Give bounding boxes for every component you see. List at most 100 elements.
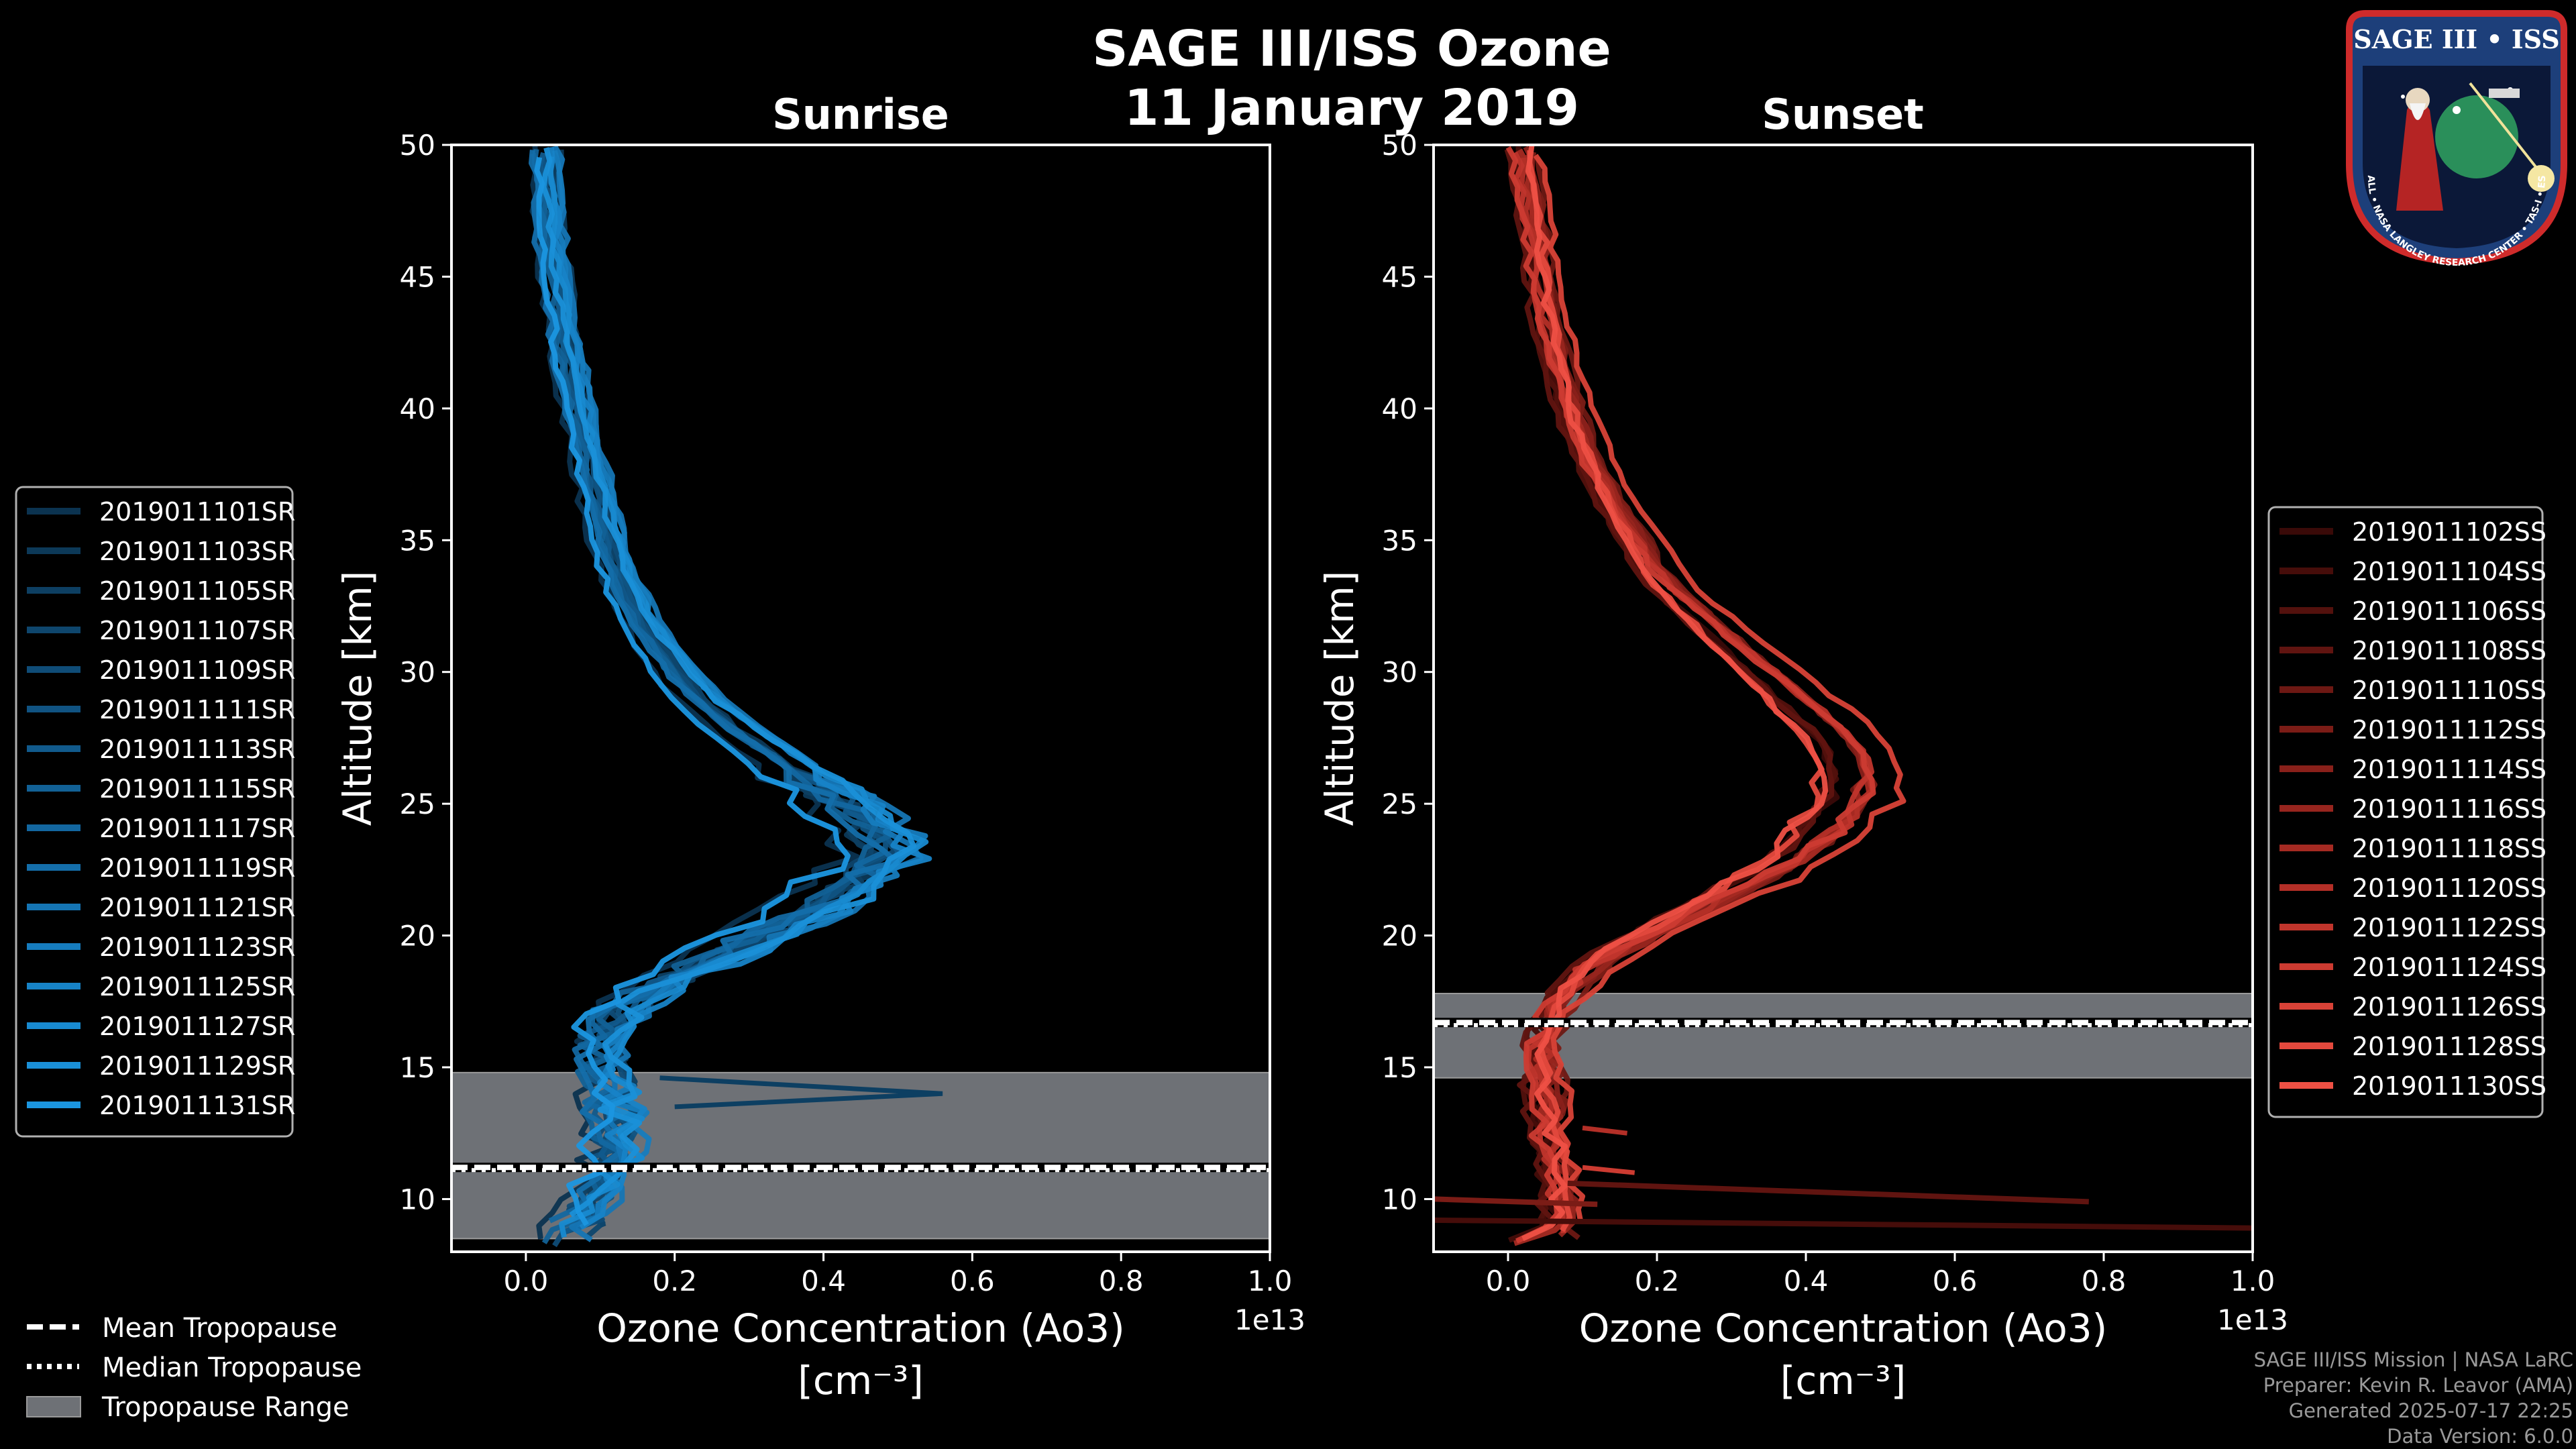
legend-label: 2019011110SS (2352, 676, 2546, 705)
legend-median-label: Median Tropopause (102, 1352, 362, 1383)
panels: Sunrise 10 15 20 25 30 35 40 45 50 0.0 0.2 0.4 0.6 0.8… (335, 90, 2288, 1403)
y-tick-label: 35 (400, 524, 435, 557)
legend-label: 2019011128SS (2352, 1032, 2546, 1061)
y-tick-label: 15 (400, 1051, 435, 1084)
series-spike-2019011112SS (1434, 1196, 1598, 1208)
legend-label: 2019011125SR (99, 972, 295, 1002)
legend-label: 2019011117SR (99, 814, 295, 843)
y-tick-label: 30 (1382, 656, 1417, 689)
legend-label: 2019011122SS (2352, 913, 2546, 943)
x-tick-label: 0.8 (2082, 1265, 2127, 1297)
legend-range-label: Tropopause Range (101, 1392, 350, 1423)
tropopause-legend: Mean Tropopause Median Tropopause Tropop… (26, 1313, 362, 1423)
legend-label: 2019011127SR (99, 1012, 295, 1041)
y-tick-label: 35 (1382, 524, 1417, 557)
logo-figure-icon (2396, 99, 2443, 211)
legend-label: 2019011130SS (2352, 1071, 2546, 1101)
legend-label: 2019011114SS (2352, 755, 2546, 784)
series-line-2019011124SS (1505, 146, 1876, 1244)
legend-box (15, 486, 294, 1138)
y-tick-label: 10 (400, 1183, 435, 1216)
legend-label: 2019011105SR (99, 576, 295, 606)
legend-label: 2019011115SR (99, 774, 295, 804)
legend-label: 2019011113SR (99, 735, 295, 764)
series-legends: 2019011101SR 2019011103SR 2019011105SR 2019… (15, 486, 2546, 1138)
panel-sunset: Sunset 10 15 20 25 30 35 40 45 50 0.0 0.2 0.4 0.6 0.8 1… (1317, 90, 2288, 1403)
series-spike-2019011104SS (1434, 1217, 2253, 1231)
y-tick-label: 40 (400, 392, 435, 425)
legend-label: 2019011120SS (2352, 873, 2546, 903)
legend-label: 2019011111SR (99, 695, 295, 724)
legend-label: 2019011116SS (2352, 794, 2546, 824)
y-tick-label: 15 (1382, 1051, 1417, 1084)
y-tick-label: 10 (1382, 1183, 1417, 1216)
y-tick-label: 20 (400, 920, 435, 953)
legend-label: 2019011121SR (99, 893, 295, 922)
legend-label: 2019011101SR (99, 497, 295, 527)
legend-label: 2019011129SR (99, 1051, 295, 1081)
series-spike-2019011105SR (659, 1075, 943, 1110)
y-tick-label: 45 (1382, 260, 1417, 293)
y-tick-label: 25 (1382, 788, 1417, 820)
x-axis-label: Ozone Concentration (Ao3) (596, 1305, 1125, 1351)
legend-label: 2019011126SS (2352, 992, 2546, 1022)
series-spike-2019011124SS (1582, 1165, 1635, 1175)
credits-mission: SAGE III/ISS Mission | NASA LaRC (2253, 1348, 2573, 1371)
chart-subtitle: 11 January 2019 (1124, 79, 1579, 137)
legend-label: 2019011118SS (2352, 834, 2546, 863)
y-axis-label: Altitude [km] (1317, 571, 1362, 826)
x-axis-unit: [cm⁻³] (798, 1358, 924, 1403)
legend-label: 2019011106SS (2352, 596, 2546, 626)
series-line-2019011131SR (534, 156, 851, 1226)
x-tick-label: 0.0 (504, 1265, 549, 1297)
credits-version: Data Version: 6.0.0 (2387, 1425, 2573, 1448)
legend-range-swatch (26, 1396, 81, 1417)
series-legend-sunrise: 2019011101SR 2019011103SR 2019011105SR 2019… (15, 486, 295, 1138)
plot-frame (1432, 144, 2254, 1253)
legend-label: 2019011102SS (2352, 517, 2546, 547)
chart-title: SAGE III/ISS Ozone (1092, 20, 1611, 78)
y-tick-label: 25 (400, 788, 435, 820)
profile-lines (1434, 145, 2253, 1246)
legend-label: 2019011123SR (99, 932, 295, 962)
panel-title: Sunset (1762, 90, 1924, 139)
y-tick-label: 50 (1382, 129, 1417, 162)
legend-label: 2019011107SR (99, 616, 295, 645)
series-spike-2019011120SS (1582, 1125, 1628, 1136)
series-legend-sunset: 2019011102SS 2019011104SS 2019011106SS 2019… (2267, 506, 2546, 1118)
y-tick-label: 50 (400, 129, 435, 162)
credits: SAGE III/ISS Mission | NASA LaRC Prepare… (2254, 1347, 2573, 1449)
x-tick-label: 0.4 (801, 1265, 846, 1297)
x-tick-label: 1.0 (1248, 1265, 1293, 1297)
x-scale-label: 1e13 (1234, 1303, 1305, 1336)
plot-frame (450, 144, 1271, 1253)
profile-lines (529, 145, 943, 1248)
y-tick-label: 40 (1382, 392, 1417, 425)
y-tick-label: 45 (400, 260, 435, 293)
series-line-2019011130SS (1521, 145, 1829, 1242)
x-tick-label: 0.6 (950, 1265, 995, 1297)
legend-box (2267, 506, 2544, 1118)
x-tick-label: 0.2 (652, 1265, 697, 1297)
legend-label: 2019011124SS (2352, 953, 2546, 982)
logo-title: SAGE III • ISS (2353, 24, 2559, 54)
series-spike-2019011108SS (1567, 1180, 2089, 1205)
logo-satellite-icon (2489, 89, 2520, 98)
x-tick-label: 0.0 (1486, 1265, 1531, 1297)
x-tick-label: 1.0 (2231, 1265, 2275, 1297)
legend-label: 2019011109SR (99, 655, 295, 685)
credits-generated: Generated 2025-07-17 22:25 (2288, 1399, 2573, 1422)
x-axis-unit: [cm⁻³] (1780, 1358, 1907, 1403)
legend-label: 2019011119SR (99, 853, 295, 883)
legend-label: 2019011104SS (2352, 557, 2546, 586)
sage-iii-iss-mission-logo: SAGE III • ISS BALL • NASA LANGLEY RESEA… (2343, 9, 2567, 266)
x-axis-label: Ozone Concentration (Ao3) (1579, 1305, 2108, 1351)
panel-sunrise: Sunrise 10 15 20 25 30 35 40 45 50 0.0 0.2 0.4 0.6 0.8… (335, 90, 1305, 1403)
y-tick-label: 30 (400, 656, 435, 689)
credits-preparer: Preparer: Kevin R. Leavor (AMA) (2263, 1374, 2573, 1397)
y-axis-label: Altitude [km] (335, 571, 380, 826)
legend-label: 2019011112SS (2352, 715, 2546, 745)
legend-label: 2019011103SR (99, 537, 295, 566)
x-tick-label: 0.4 (1784, 1265, 1829, 1297)
x-tick-label: 0.6 (1933, 1265, 1978, 1297)
